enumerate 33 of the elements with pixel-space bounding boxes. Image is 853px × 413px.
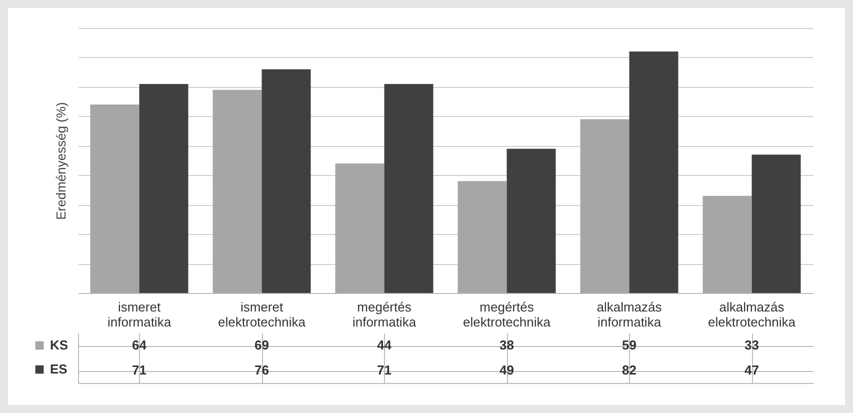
data-label: 64	[132, 338, 148, 352]
bar	[506, 148, 556, 293]
data-label: 69	[254, 338, 269, 352]
bar	[139, 84, 188, 293]
bar	[384, 84, 434, 293]
data-label: 76	[254, 362, 269, 378]
bar	[702, 196, 752, 293]
data-label: 49	[500, 362, 514, 378]
x-tick-label: alkalmazás informatika	[596, 300, 662, 330]
data-label: 71	[132, 362, 146, 378]
x-tick-label: megértés elektrotechnika	[463, 300, 552, 330]
bar	[752, 154, 801, 293]
legend-label: ES	[50, 362, 68, 376]
data-label: 44	[377, 338, 392, 352]
y-axis-title: Eredményesség (%)	[54, 102, 68, 220]
data-label: 47	[744, 362, 759, 378]
bar	[212, 90, 262, 293]
bar	[90, 104, 140, 293]
legend-label: KS	[50, 338, 68, 352]
bar	[580, 119, 630, 293]
x-tick-label: alkalmazás elektrotechnika	[708, 300, 796, 330]
bar	[458, 181, 507, 293]
data-label: 38	[500, 338, 514, 352]
x-tick-label: ismeret elektrotechnika	[218, 300, 306, 330]
x-tick-label: megértés informatika	[352, 300, 417, 330]
bar	[262, 69, 311, 293]
bar	[335, 163, 384, 293]
data-label: 82	[622, 362, 636, 378]
bar	[629, 52, 678, 293]
data-label: 33	[744, 338, 759, 352]
data-label: 59	[622, 338, 636, 352]
x-tick-label: ismeret informatika	[107, 300, 172, 330]
data-label: 71	[377, 362, 392, 378]
